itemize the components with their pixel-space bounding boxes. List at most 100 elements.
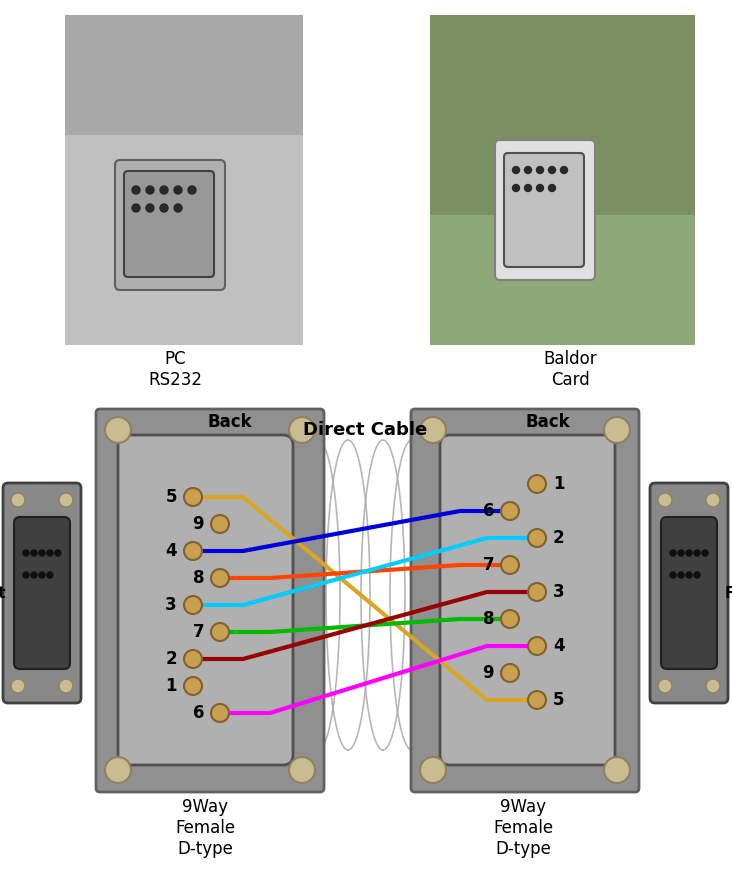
Circle shape (31, 572, 37, 578)
Circle shape (39, 550, 45, 556)
Circle shape (211, 515, 229, 533)
Text: 9: 9 (482, 664, 494, 682)
Circle shape (31, 550, 37, 556)
Text: 9Way
Female
D-type: 9Way Female D-type (493, 798, 553, 858)
Circle shape (160, 186, 168, 194)
Circle shape (47, 550, 53, 556)
Circle shape (501, 664, 519, 682)
Circle shape (47, 572, 53, 578)
Circle shape (548, 166, 556, 174)
Text: PC
RS232: PC RS232 (148, 350, 202, 389)
Circle shape (146, 186, 154, 194)
Circle shape (11, 679, 25, 693)
Circle shape (537, 184, 543, 191)
FancyBboxPatch shape (661, 517, 717, 669)
Circle shape (528, 475, 546, 493)
Circle shape (512, 166, 520, 174)
Circle shape (39, 572, 45, 578)
Circle shape (420, 417, 446, 443)
FancyBboxPatch shape (124, 171, 214, 277)
FancyBboxPatch shape (495, 140, 595, 280)
Circle shape (670, 550, 676, 556)
Circle shape (59, 493, 73, 507)
Circle shape (604, 757, 630, 783)
Circle shape (184, 650, 202, 668)
Circle shape (188, 186, 196, 194)
Circle shape (289, 757, 315, 783)
Circle shape (174, 186, 182, 194)
Circle shape (289, 417, 315, 443)
Circle shape (706, 679, 720, 693)
FancyBboxPatch shape (430, 15, 695, 345)
Circle shape (55, 550, 61, 556)
Text: 8: 8 (193, 569, 204, 587)
Circle shape (604, 417, 630, 443)
Text: 1: 1 (553, 475, 564, 493)
Circle shape (525, 184, 531, 191)
Circle shape (702, 550, 708, 556)
Circle shape (658, 679, 672, 693)
Text: 2: 2 (553, 529, 564, 547)
FancyBboxPatch shape (118, 435, 293, 765)
Circle shape (694, 550, 700, 556)
Circle shape (501, 610, 519, 628)
Text: 7: 7 (193, 623, 204, 641)
Circle shape (686, 550, 692, 556)
Text: Direct Cable: Direct Cable (303, 421, 427, 439)
Circle shape (184, 542, 202, 560)
Text: Back: Back (526, 413, 570, 431)
Text: Front: Front (725, 586, 732, 601)
Circle shape (211, 569, 229, 587)
Text: 7: 7 (482, 556, 494, 574)
Text: 4: 4 (553, 637, 564, 655)
Text: 6: 6 (193, 704, 204, 722)
Circle shape (501, 556, 519, 574)
Circle shape (561, 166, 567, 174)
Circle shape (184, 677, 202, 695)
Text: 5: 5 (553, 691, 564, 709)
FancyBboxPatch shape (96, 409, 324, 792)
Circle shape (59, 679, 73, 693)
Circle shape (23, 572, 29, 578)
Text: Baldor
Card: Baldor Card (543, 350, 597, 389)
Circle shape (211, 704, 229, 722)
Text: 2: 2 (165, 650, 177, 668)
Circle shape (528, 529, 546, 547)
Circle shape (105, 757, 131, 783)
Circle shape (132, 204, 140, 212)
FancyBboxPatch shape (440, 435, 615, 765)
FancyBboxPatch shape (14, 517, 70, 669)
Circle shape (548, 184, 556, 191)
Text: Front: Front (0, 586, 6, 601)
Text: 8: 8 (482, 610, 494, 628)
Circle shape (160, 204, 168, 212)
Circle shape (512, 184, 520, 191)
Text: 9: 9 (193, 515, 204, 533)
Circle shape (501, 502, 519, 520)
FancyBboxPatch shape (504, 153, 584, 267)
FancyBboxPatch shape (65, 15, 303, 135)
Text: 3: 3 (553, 583, 564, 601)
Circle shape (11, 493, 25, 507)
FancyBboxPatch shape (3, 483, 81, 703)
Circle shape (706, 493, 720, 507)
Circle shape (420, 757, 446, 783)
Circle shape (146, 204, 154, 212)
Circle shape (525, 166, 531, 174)
Circle shape (658, 493, 672, 507)
FancyBboxPatch shape (650, 483, 728, 703)
Circle shape (528, 583, 546, 601)
FancyBboxPatch shape (430, 15, 695, 215)
FancyBboxPatch shape (65, 15, 303, 345)
Text: Back: Back (208, 413, 253, 431)
Circle shape (174, 204, 182, 212)
Circle shape (678, 550, 684, 556)
Text: 5: 5 (165, 488, 177, 506)
Circle shape (670, 572, 676, 578)
Text: 6: 6 (482, 502, 494, 520)
Circle shape (132, 186, 140, 194)
Circle shape (528, 637, 546, 655)
Circle shape (23, 550, 29, 556)
FancyBboxPatch shape (115, 160, 225, 290)
Text: 3: 3 (165, 596, 177, 614)
